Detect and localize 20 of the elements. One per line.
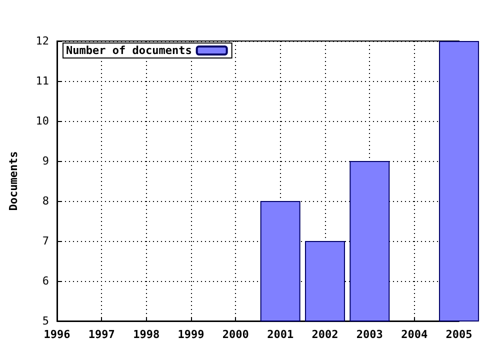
- x-tick-label: 1997: [88, 328, 115, 341]
- x-tick-label: 1999: [178, 328, 204, 341]
- x-tick-label: 2002: [312, 328, 338, 341]
- y-axis-title: Documents: [7, 151, 20, 211]
- y-tick-label: 5: [42, 314, 49, 328]
- x-tick-label: 2003: [356, 328, 383, 341]
- x-tick-label: 2004: [401, 328, 428, 341]
- y-tick-label: 10: [36, 114, 49, 128]
- y-tick-label: 6: [42, 274, 49, 288]
- y-tick-label: 8: [42, 194, 49, 208]
- x-tick-label: 2000: [222, 328, 249, 341]
- y-tick-label: 9: [42, 154, 49, 168]
- x-tick-label: 1996: [44, 328, 71, 341]
- x-tick-label: 1998: [133, 328, 160, 341]
- x-tick-label: 2001: [267, 328, 294, 341]
- y-tick-label: 11: [36, 74, 49, 88]
- x-tick-label: 2005: [446, 328, 472, 341]
- y-tick-label: 7: [42, 234, 49, 248]
- y-tick-label: 12: [36, 34, 49, 48]
- legend-label: Number of documents: [66, 44, 192, 57]
